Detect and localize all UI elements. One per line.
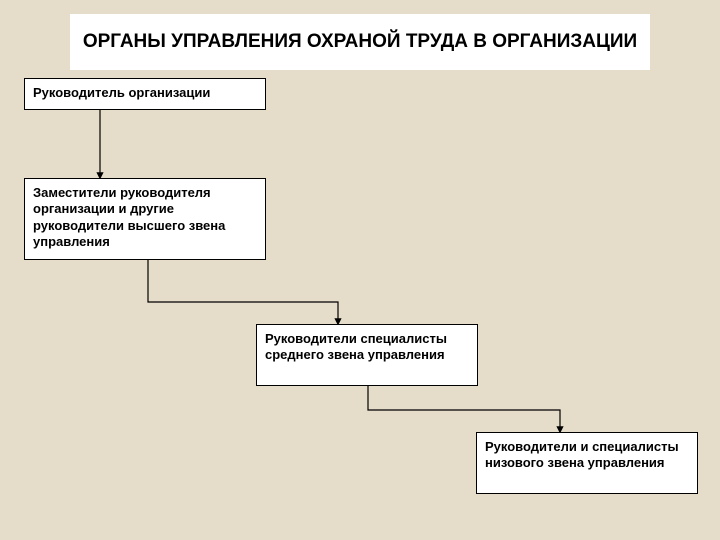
node-label: Руководители и специалисты низового звен…: [485, 439, 689, 472]
page-title-text: ОРГАНЫ УПРАВЛЕНИЯ ОХРАНОЙ ТРУДА В ОРГАНИ…: [83, 31, 637, 53]
node-label: Руководители специалисты среднего звена …: [265, 331, 469, 364]
node-n3: Руководители специалисты среднего звена …: [256, 324, 478, 386]
page-title: ОРГАНЫ УПРАВЛЕНИЯ ОХРАНОЙ ТРУДА В ОРГАНИ…: [70, 14, 650, 70]
node-n4: Руководители и специалисты низового звен…: [476, 432, 698, 494]
node-n1: Руководитель организации: [24, 78, 266, 110]
diagram-canvas: ОРГАНЫ УПРАВЛЕНИЯ ОХРАНОЙ ТРУДА В ОРГАНИ…: [0, 0, 720, 540]
edge-n3: [368, 386, 560, 432]
node-n2: Заместители руководителя организации и д…: [24, 178, 266, 260]
node-label: Заместители руководителя организации и д…: [33, 185, 257, 250]
edge-n2: [148, 260, 338, 324]
node-label: Руководитель организации: [33, 85, 210, 101]
